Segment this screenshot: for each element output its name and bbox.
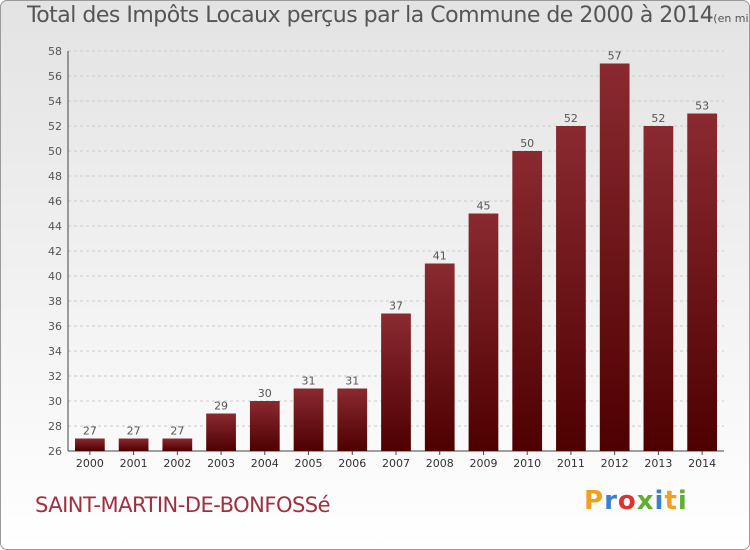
y-tick-label: 56 xyxy=(48,70,62,83)
bar xyxy=(162,438,193,451)
data-label: 50 xyxy=(520,137,534,150)
x-tick-label: 2001 xyxy=(120,457,148,470)
data-label: 52 xyxy=(651,112,665,125)
logo-letter: P xyxy=(584,486,605,516)
x-tick-label: 2012 xyxy=(601,457,629,470)
y-tick-label: 54 xyxy=(48,95,62,108)
y-tick-label: 26 xyxy=(48,445,62,458)
y-tick-label: 40 xyxy=(48,270,62,283)
logo-letter: r xyxy=(604,486,618,516)
y-tick-label: 32 xyxy=(48,370,62,383)
y-tick-label: 44 xyxy=(48,220,62,233)
x-tick-label: 2011 xyxy=(557,457,585,470)
bar xyxy=(687,113,718,451)
x-tick-label: 2000 xyxy=(76,457,104,470)
data-label: 52 xyxy=(564,112,578,125)
y-tick-label: 52 xyxy=(48,120,62,133)
logo-letter: t xyxy=(664,486,678,516)
bar xyxy=(74,438,105,451)
data-label: 37 xyxy=(389,300,403,313)
data-label: 27 xyxy=(170,425,184,438)
y-tick-label: 28 xyxy=(48,420,62,433)
x-tick-label: 2009 xyxy=(469,457,497,470)
y-tick-label: 34 xyxy=(48,345,62,358)
bar xyxy=(249,401,280,451)
data-label: 30 xyxy=(258,387,272,400)
x-tick-label: 2007 xyxy=(382,457,410,470)
data-label: 29 xyxy=(214,400,228,413)
bar xyxy=(599,63,630,451)
x-tick-label: 2002 xyxy=(163,457,191,470)
chart-title-main: Total des Impôts Locaux perçus par la Co… xyxy=(27,3,714,28)
data-label: 53 xyxy=(695,100,709,113)
y-tick-label: 42 xyxy=(48,245,62,258)
logo-letter: o xyxy=(617,486,637,516)
x-tick-label: 2014 xyxy=(688,457,716,470)
bar xyxy=(206,413,236,451)
logo-letter: x xyxy=(636,486,655,516)
logo-letter: i xyxy=(677,486,688,516)
logo-letter: i xyxy=(654,486,665,516)
x-tick-label: 2003 xyxy=(207,457,235,470)
bar xyxy=(556,126,586,451)
y-tick-label: 48 xyxy=(48,170,62,183)
data-label: 31 xyxy=(302,375,316,388)
y-tick-label: 36 xyxy=(48,320,62,333)
x-tick-label: 2005 xyxy=(295,457,323,470)
bar xyxy=(643,126,674,451)
data-label: 27 xyxy=(83,425,97,438)
y-tick-label: 58 xyxy=(48,45,62,58)
commune-name: SAINT-MARTIN-DE-BONFOSSé xyxy=(35,493,331,517)
proxiti-logo: Proxiti xyxy=(584,486,688,516)
data-label: 45 xyxy=(476,200,490,213)
bar xyxy=(337,388,368,451)
bar xyxy=(424,263,455,451)
bar xyxy=(118,438,149,451)
data-label: 57 xyxy=(608,50,622,63)
bar xyxy=(512,151,543,451)
y-tick-label: 46 xyxy=(48,195,62,208)
y-tick-label: 50 xyxy=(48,145,62,158)
x-tick-label: 2008 xyxy=(426,457,454,470)
y-tick-label: 30 xyxy=(48,395,62,408)
x-tick-label: 2010 xyxy=(513,457,541,470)
y-tick-label: 38 xyxy=(48,295,62,308)
x-tick-label: 2006 xyxy=(338,457,366,470)
x-tick-label: 2013 xyxy=(644,457,672,470)
bar xyxy=(381,313,411,451)
bar xyxy=(293,388,324,451)
data-label: 41 xyxy=(433,250,447,263)
x-tick-label: 2004 xyxy=(251,457,279,470)
chart-subtitle: (en milliers d'€) xyxy=(713,12,749,25)
bar xyxy=(468,213,499,451)
chart-title: Total des Impôts Locaux perçus par la Co… xyxy=(27,3,749,28)
data-label: 27 xyxy=(127,425,141,438)
data-label: 31 xyxy=(345,375,359,388)
